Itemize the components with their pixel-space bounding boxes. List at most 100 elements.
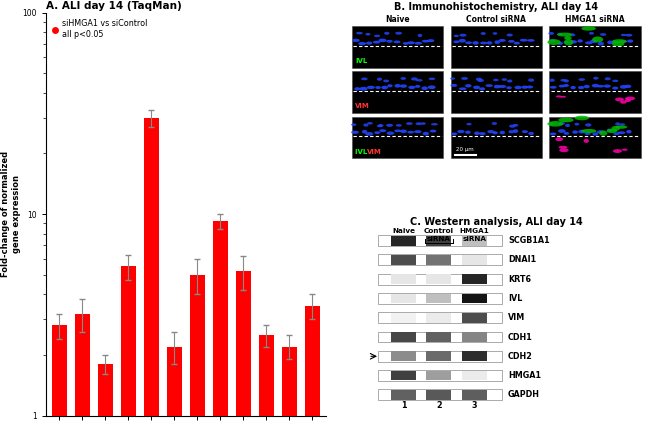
Ellipse shape [620,100,627,104]
Bar [391,351,416,361]
Ellipse shape [592,132,598,136]
Ellipse shape [508,40,515,43]
Text: IVL: IVL [508,294,523,303]
Bar [378,370,502,381]
Ellipse shape [577,39,583,43]
Bar [190,275,205,424]
Ellipse shape [614,132,619,135]
Ellipse shape [499,85,506,88]
Ellipse shape [493,32,497,35]
Ellipse shape [507,80,512,83]
Bar [462,332,487,342]
Ellipse shape [559,85,565,87]
Ellipse shape [400,77,406,80]
Text: 3: 3 [471,401,477,410]
Text: 20 μm: 20 μm [456,147,474,152]
Ellipse shape [612,126,620,131]
Ellipse shape [375,86,381,89]
Ellipse shape [612,41,625,47]
Ellipse shape [365,132,373,136]
Ellipse shape [415,85,421,88]
Bar [391,371,416,380]
Ellipse shape [619,40,627,43]
Ellipse shape [499,39,506,42]
Ellipse shape [585,123,592,127]
Bar [391,390,416,400]
Bar [378,274,502,285]
Ellipse shape [597,42,604,45]
Ellipse shape [592,84,599,87]
Ellipse shape [564,36,571,40]
Ellipse shape [384,32,389,35]
Ellipse shape [547,39,561,45]
Ellipse shape [377,78,382,81]
Bar [426,390,451,400]
Ellipse shape [431,123,438,126]
Ellipse shape [363,123,369,127]
Text: VIM: VIM [367,148,382,155]
Text: A. ALI day 14 (TaqMan): A. ALI day 14 (TaqMan) [46,0,181,11]
Bar [378,332,502,343]
Ellipse shape [581,129,597,133]
Bar [281,346,296,424]
Ellipse shape [467,123,471,126]
Ellipse shape [359,87,368,91]
Ellipse shape [584,85,590,88]
Ellipse shape [428,78,436,80]
Bar [305,306,320,424]
Ellipse shape [549,123,554,126]
Ellipse shape [557,33,573,36]
Ellipse shape [526,86,533,89]
Ellipse shape [564,132,569,135]
Bar [259,335,274,424]
Ellipse shape [564,79,569,82]
Ellipse shape [520,39,528,42]
Ellipse shape [528,78,534,82]
Ellipse shape [417,34,422,37]
Text: VIM: VIM [508,313,525,322]
Text: siRNA: siRNA [462,236,486,242]
Ellipse shape [395,32,402,35]
Ellipse shape [450,84,457,87]
Ellipse shape [514,86,522,89]
Ellipse shape [454,35,459,37]
Bar [378,389,502,400]
Ellipse shape [597,85,604,88]
Ellipse shape [479,87,486,90]
Bar [450,71,542,113]
Ellipse shape [502,78,507,81]
Ellipse shape [387,131,394,135]
Ellipse shape [509,125,515,128]
Ellipse shape [408,131,414,134]
Ellipse shape [620,85,627,89]
Ellipse shape [522,86,528,89]
Y-axis label: Fold-change of normalized
gene expression: Fold-change of normalized gene expressio… [1,151,21,277]
Ellipse shape [581,26,596,31]
Ellipse shape [393,40,400,43]
Ellipse shape [473,86,480,89]
Ellipse shape [495,40,500,44]
Ellipse shape [578,78,585,81]
Text: Control siRNA: Control siRNA [466,15,526,24]
Ellipse shape [460,33,467,37]
Ellipse shape [506,33,513,36]
Ellipse shape [607,41,613,44]
Ellipse shape [379,129,386,132]
Ellipse shape [486,84,493,87]
Bar [352,71,443,113]
Ellipse shape [600,33,606,36]
Ellipse shape [414,130,422,133]
Ellipse shape [362,130,367,134]
Text: KRT6: KRT6 [508,275,531,284]
Ellipse shape [499,131,505,134]
Ellipse shape [513,124,518,127]
Ellipse shape [528,132,534,135]
Ellipse shape [597,130,604,134]
Ellipse shape [476,78,482,81]
Ellipse shape [459,39,466,42]
Ellipse shape [555,137,563,141]
Bar [391,274,416,284]
Ellipse shape [571,86,576,89]
Ellipse shape [590,39,597,43]
Ellipse shape [422,132,429,135]
